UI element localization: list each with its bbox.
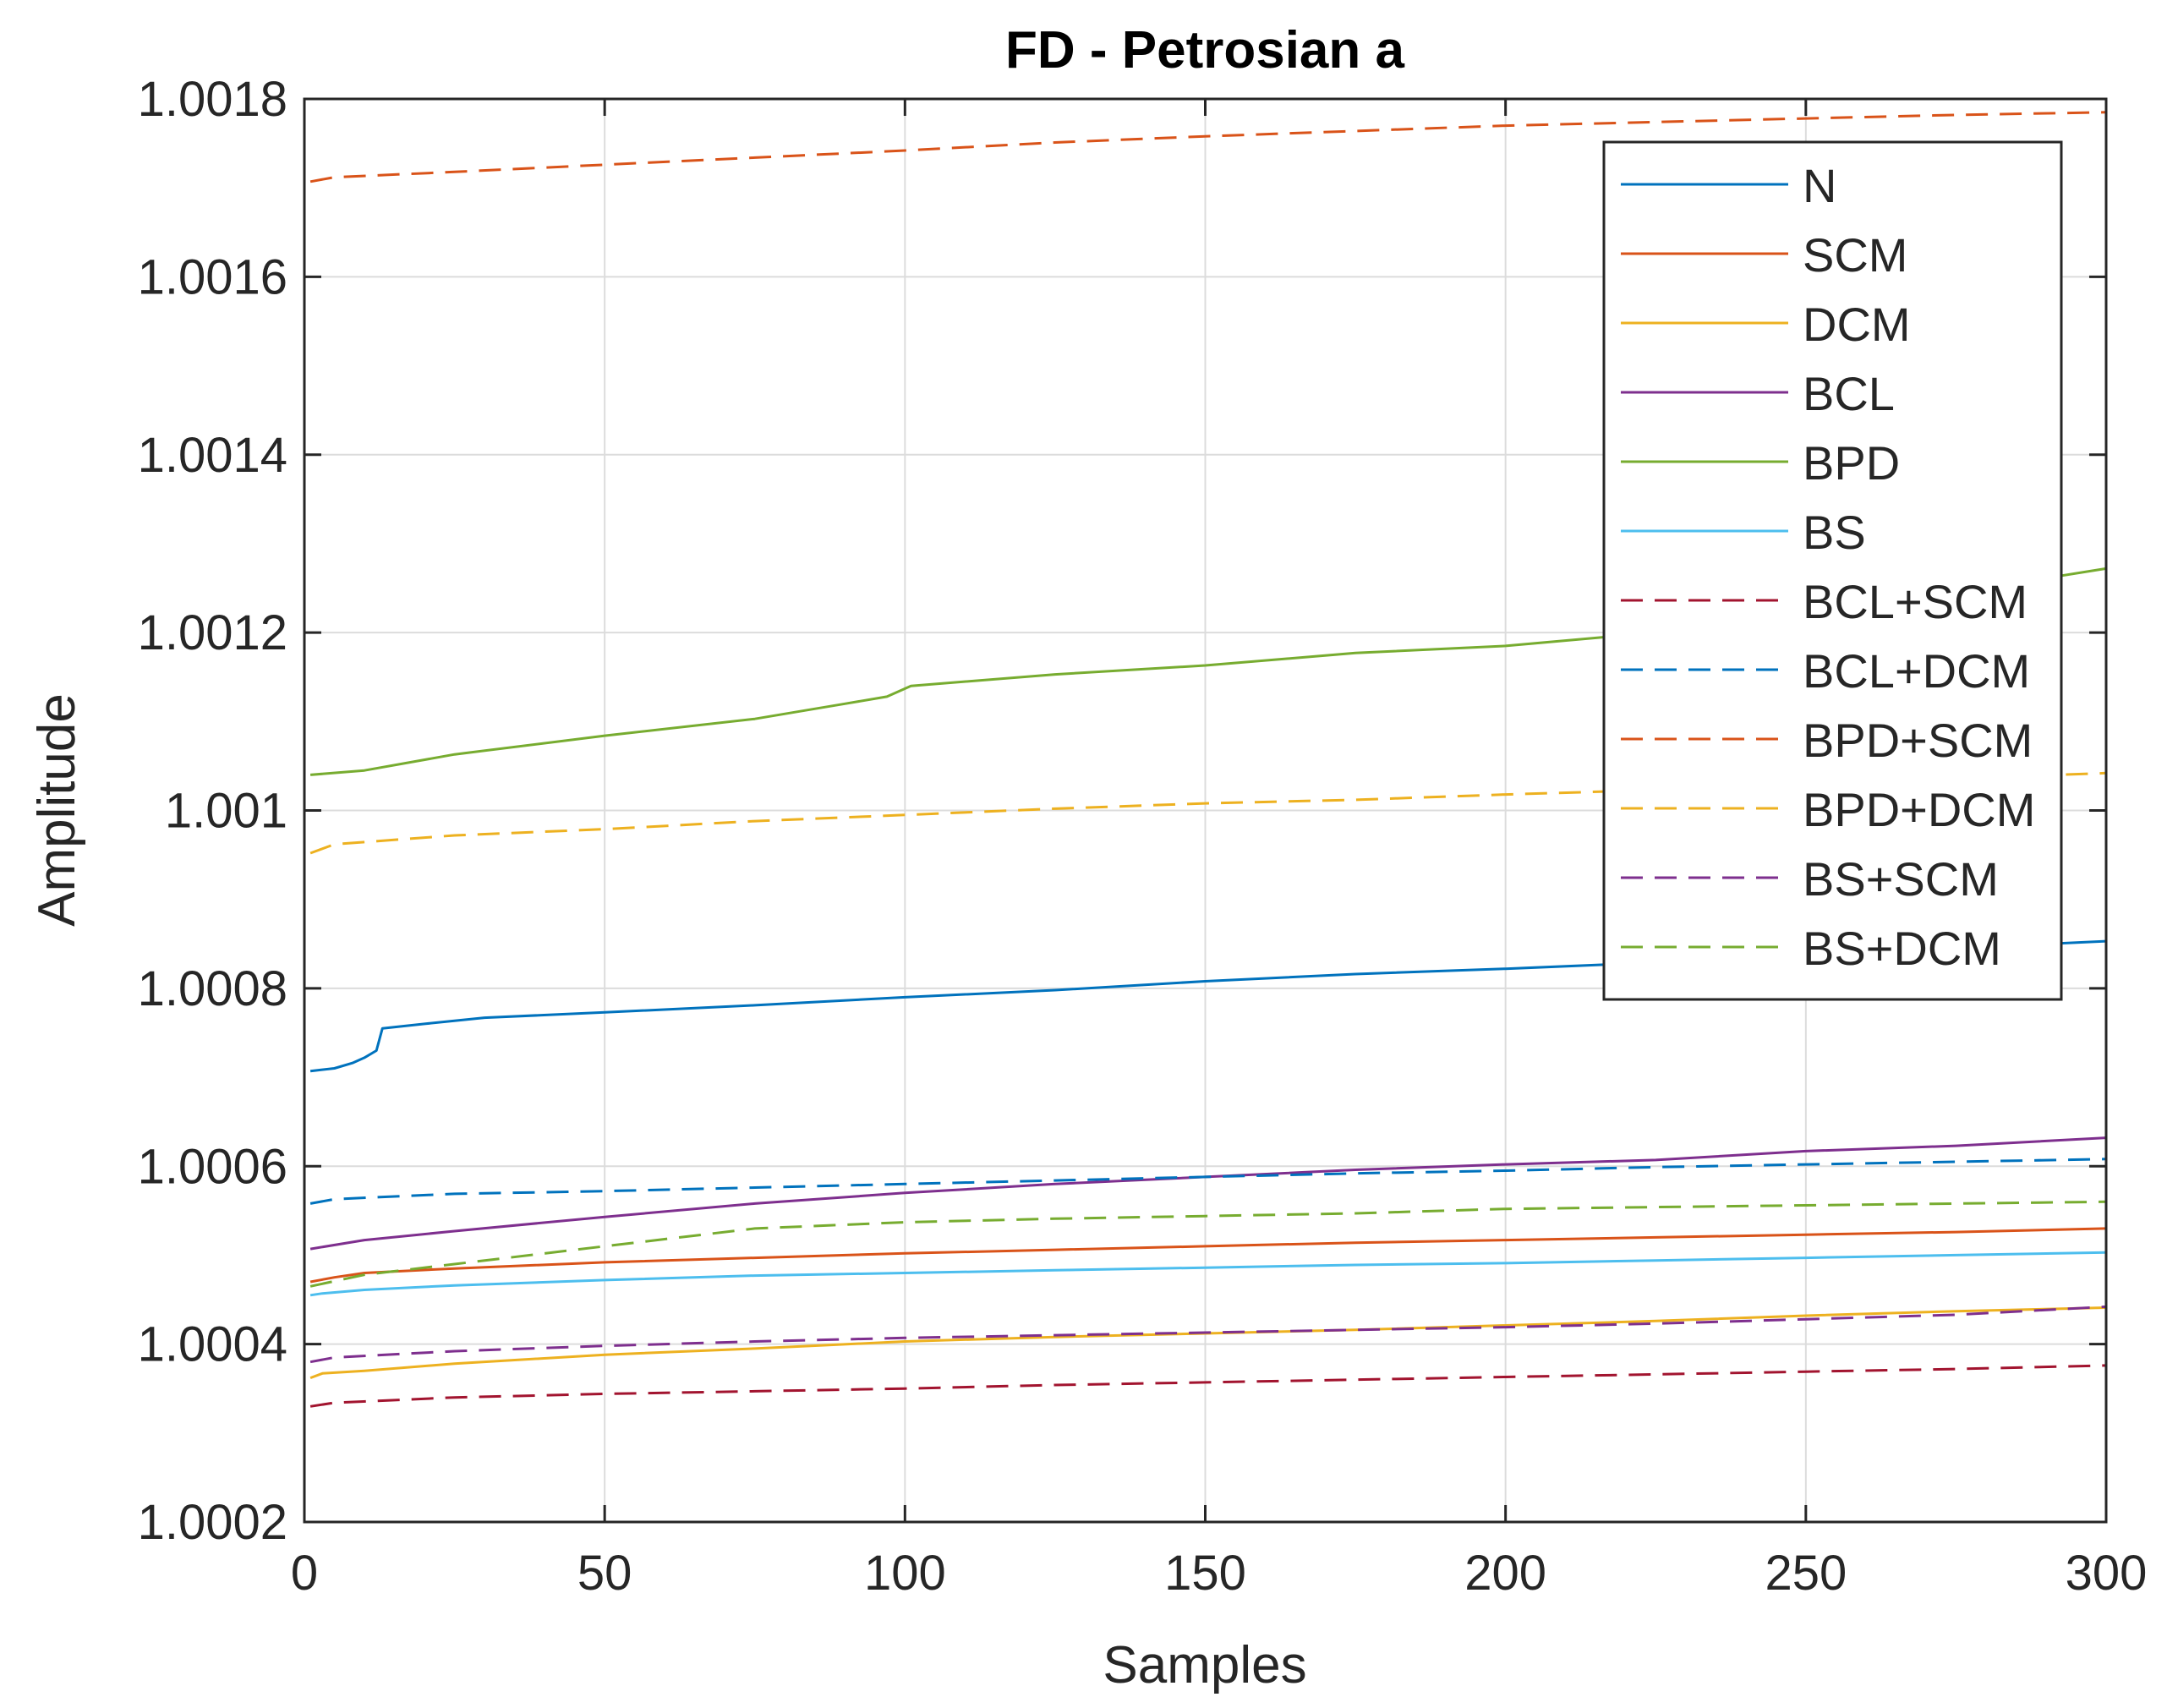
legend-label: BPD+SCM [1803,714,2033,767]
series-line-bcl [309,1136,2107,1251]
y-axis-label: Amplitude [28,693,86,927]
x-tick-label: 150 [1164,1546,1246,1601]
legend-label: BS+DCM [1803,922,2001,975]
legend-label: BPD [1803,436,1900,490]
x-axis-label: Samples [1103,1636,1306,1694]
x-tick-label: 200 [1464,1546,1546,1601]
series-line-bs [309,1251,2107,1297]
y-tick-label: 1.001 [165,784,287,839]
y-tick-label: 1.0018 [138,72,287,127]
y-tick-label: 1.0014 [138,428,287,483]
legend-label: BCL+DCM [1803,644,2030,698]
x-tick-label: 300 [2066,1546,2148,1601]
y-tick-label: 1.0008 [138,961,287,1016]
series-line-bcl-plus-scm [309,1364,2107,1408]
x-tick-label: 250 [1765,1546,1847,1601]
axis-ticks: 0 50 100 150 200 250 300 1.0002 1.0004 1.0006 1.00… [138,72,2148,1601]
series-line-bpd-plus-scm [309,111,2107,183]
y-tick-label: 1.0004 [138,1317,287,1372]
legend-label: SCM [1803,228,1907,282]
legend-label: BCL [1803,367,1895,420]
legend-label: DCM [1803,298,1911,351]
legend-label: BCL+SCM [1803,575,2028,628]
x-tick-label: 50 [577,1546,632,1601]
legend-label: BS [1803,506,1866,559]
series-line-bs-plus-dcm [309,1200,2107,1288]
y-tick-label: 1.0016 [138,249,287,304]
series-line-bcl-plus-dcm [309,1158,2107,1205]
series-line-bs-plus-scm [309,1305,2107,1364]
legend-box [1602,140,2063,1001]
chart-title: FD - Petrosian a [1005,21,1405,79]
y-tick-label: 1.0006 [138,1139,287,1194]
legend-label: BS+SCM [1803,852,1999,906]
x-tick-label: 0 [291,1546,318,1601]
legend: N SCM DCM BCL BPD BS BCL+SCM BCL+DCM BPD+SCM BPD+… [1602,140,2063,1001]
series-line-dcm [309,1306,2107,1380]
legend-label: N [1803,159,1836,212]
y-tick-label: 1.0002 [138,1495,287,1550]
x-tick-label: 100 [864,1546,946,1601]
y-tick-label: 1.0012 [138,605,287,660]
legend-label: BPD+DCM [1803,783,2035,836]
